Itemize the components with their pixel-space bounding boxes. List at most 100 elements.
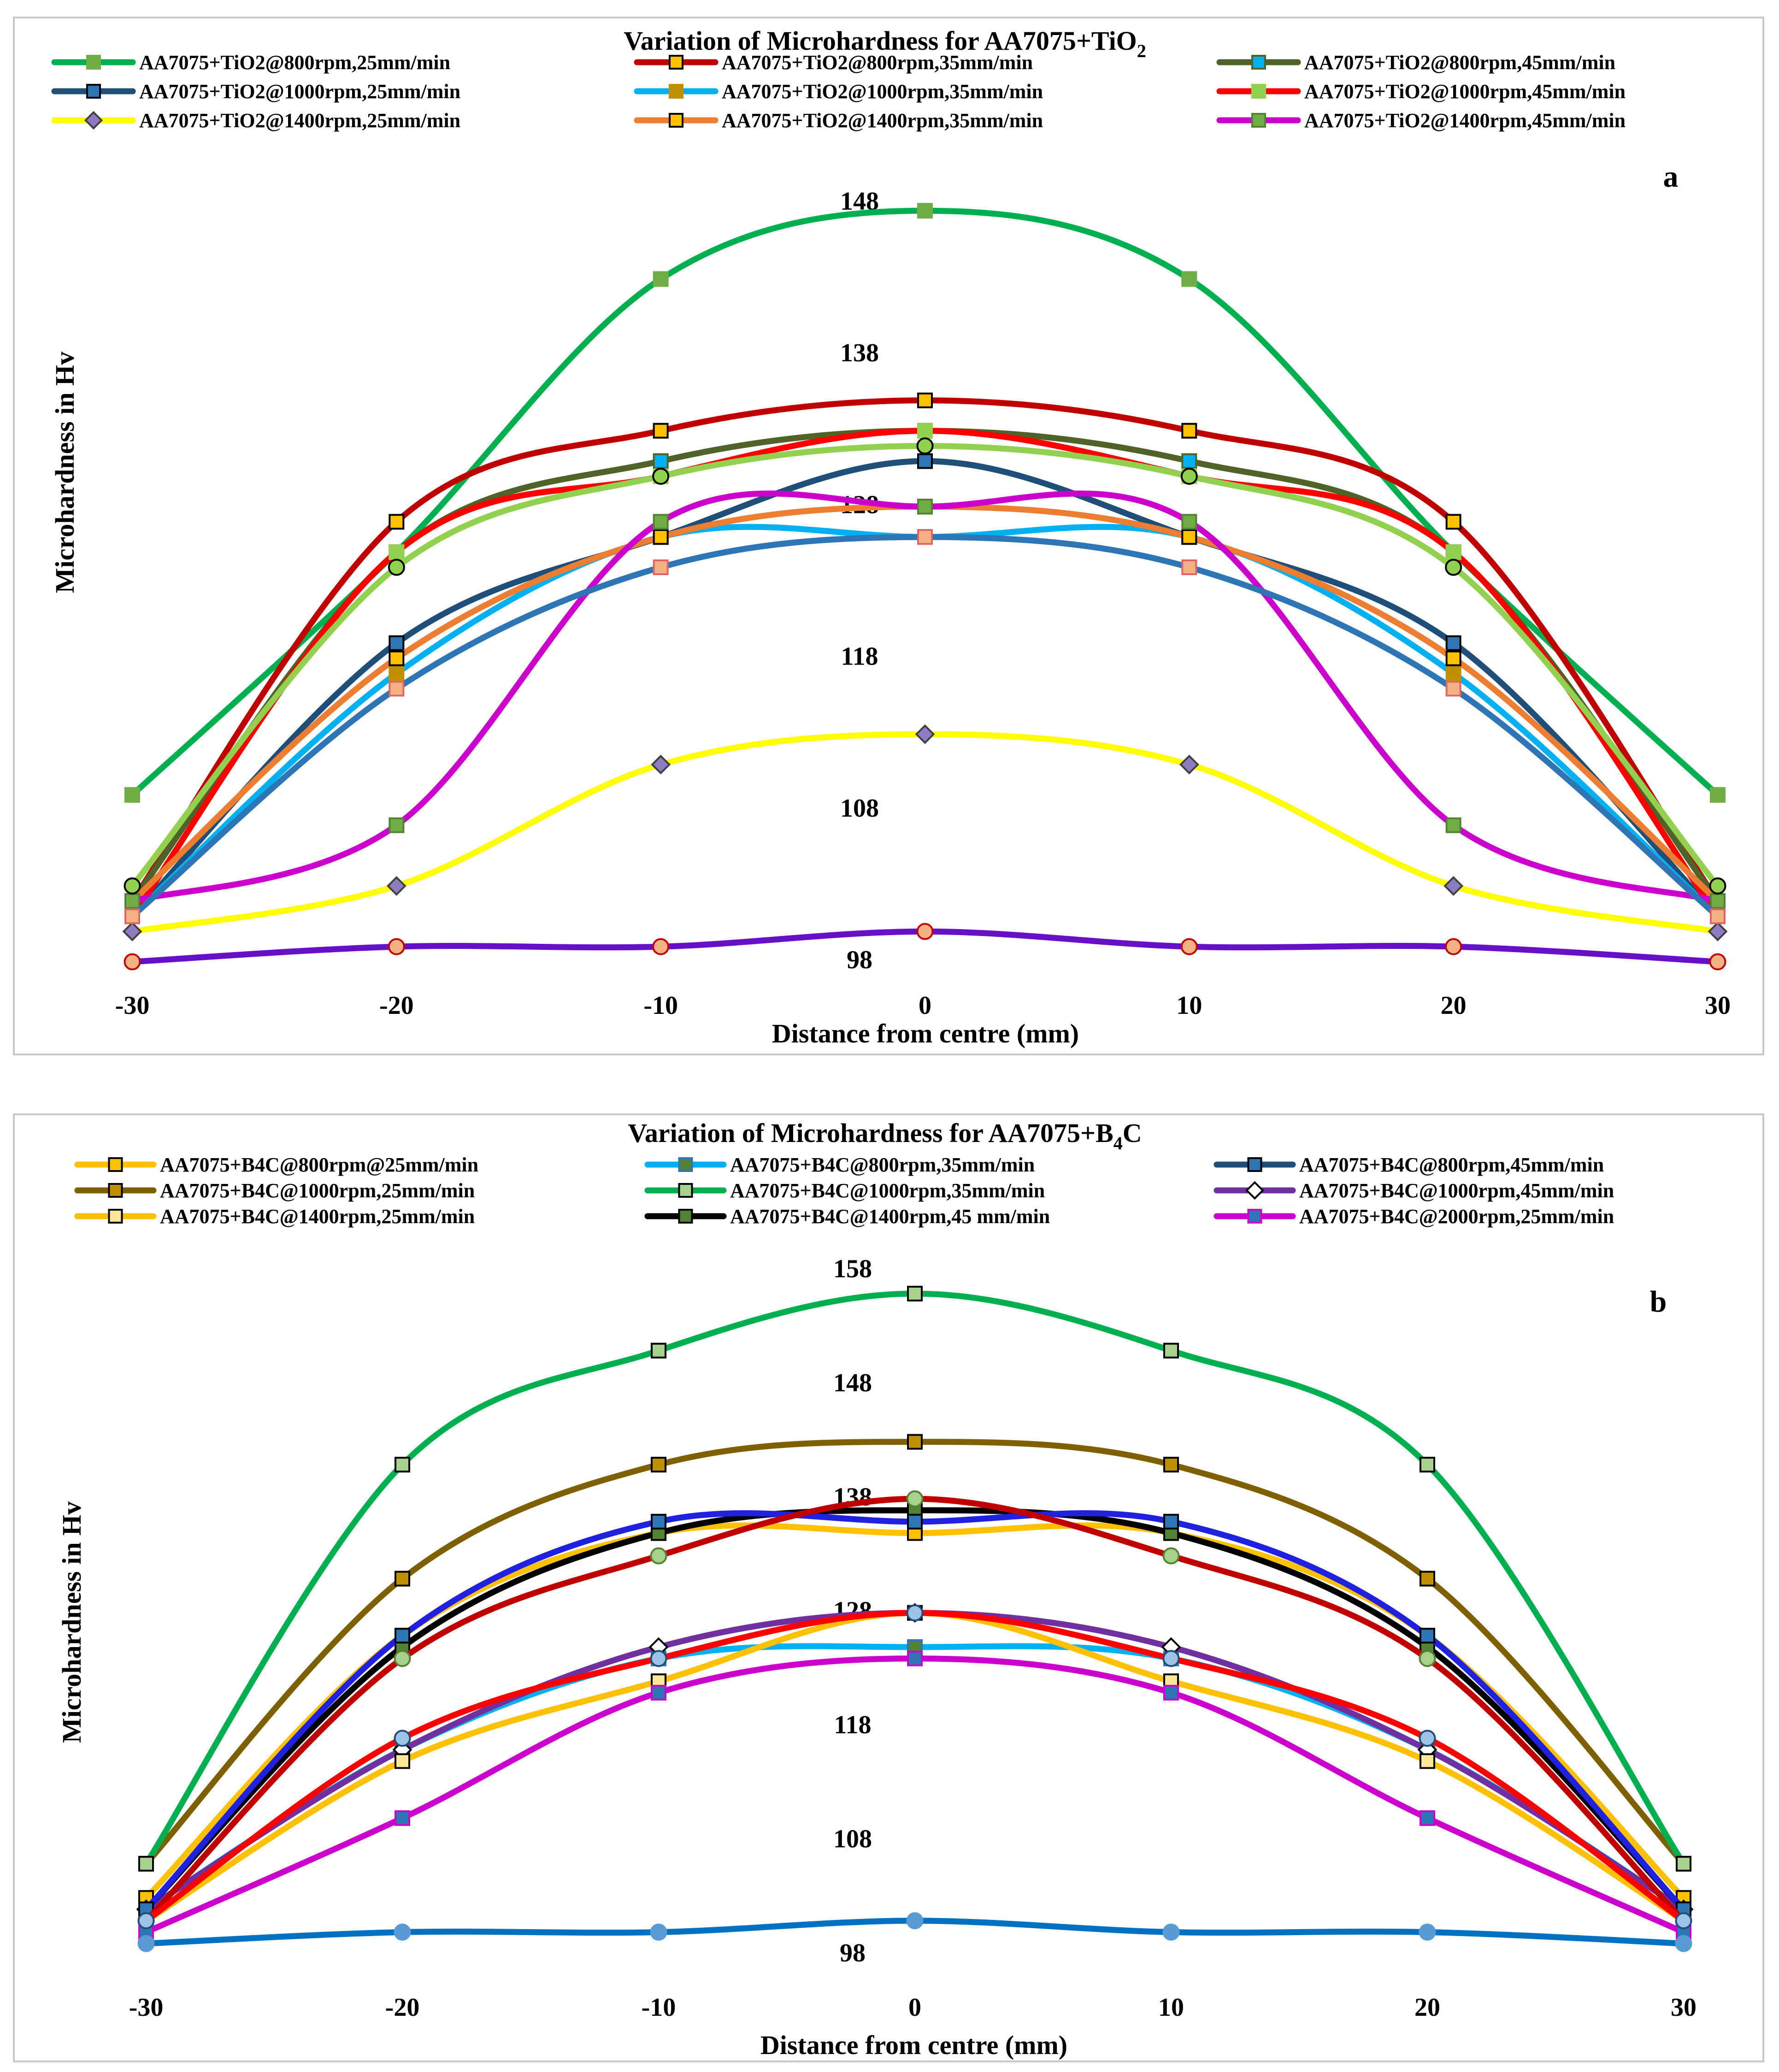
data-point	[1181, 559, 1197, 575]
data-point	[124, 893, 140, 909]
panel-a: Variation of Microhardness for AA7075+Ti…	[13, 17, 1764, 1055]
panel-b-letter: b	[1650, 1285, 1667, 1319]
legend-entry: AA7075+B4C@1000rpm,25mm/min	[74, 1179, 475, 1202]
data-point	[917, 203, 933, 219]
legend-entry: AA7075+TiO2@1000rpm,35mm/min	[634, 80, 1043, 103]
legend-marker	[678, 1209, 693, 1224]
panel-a-y-axis-label: Microhardness in Hv	[50, 352, 80, 593]
data-point	[395, 1628, 410, 1644]
data-point	[138, 1856, 154, 1872]
data-point	[389, 681, 405, 697]
data-point	[389, 514, 405, 530]
data-point	[652, 467, 670, 485]
legend-entry: AA7075+TiO2@1000rpm,45mm/min	[1216, 80, 1626, 103]
data-point	[137, 1912, 155, 1930]
x-tick-label: 20	[1441, 991, 1467, 1020]
legend-entry: AA7075+B4C@800rpm,45mm/min	[1213, 1154, 1604, 1176]
y-tick-label: 98	[847, 946, 872, 974]
data-point	[651, 1684, 666, 1701]
data-point	[917, 423, 933, 439]
data-point	[650, 1547, 667, 1565]
series-a-6	[122, 724, 1728, 942]
legend-marker	[678, 1183, 693, 1198]
panel-b: Variation of Microhardness for AA7075+B4…	[13, 1113, 1764, 2062]
data-point	[389, 817, 405, 833]
data-point	[651, 1342, 666, 1359]
data-point	[1445, 635, 1461, 651]
legend-marker	[1251, 55, 1266, 70]
data-point	[1162, 1924, 1180, 1941]
series-a-8	[124, 490, 1726, 909]
legend-marker	[1245, 1181, 1264, 1200]
panel-a-x-axis-label: Distance from centre (mm)	[772, 1018, 1079, 1048]
legend-label: AA7075+TiO2@800rpm,25mm/min	[139, 51, 450, 74]
data-point	[1710, 787, 1726, 803]
legend-marker	[669, 55, 683, 70]
data-point	[122, 921, 142, 942]
data-point	[1710, 908, 1726, 924]
data-point	[394, 1924, 411, 1941]
panel-b-legend: AA7075+B4C@800rpm@25mm/min AA7075+B4C@800…	[74, 1154, 1614, 1228]
data-point	[1181, 529, 1197, 545]
data-point	[653, 271, 669, 287]
y-tick-label: 98	[840, 1939, 866, 1967]
data-point	[1162, 1650, 1180, 1667]
data-point	[1163, 1513, 1179, 1530]
series-b-3	[138, 1434, 1691, 1872]
data-point	[652, 938, 670, 955]
legend-marker	[1247, 1157, 1262, 1172]
y-tick-label: 148	[833, 1369, 872, 1397]
data-point	[916, 437, 934, 455]
data-point	[1419, 1650, 1436, 1667]
data-point	[395, 1571, 410, 1587]
data-point	[653, 453, 669, 469]
data-point	[1180, 938, 1198, 955]
data-point	[906, 1912, 924, 1930]
data-point	[124, 908, 140, 924]
data-point	[1675, 1912, 1692, 1930]
legend-marker	[669, 113, 683, 128]
legend-label: AA7075+B4C@800rpm,45mm/min	[1299, 1154, 1604, 1176]
data-point	[1419, 1924, 1436, 1941]
panel-a-series	[122, 203, 1728, 971]
legend-entry: AA7075+TiO2@1000rpm,25mm/min	[51, 80, 460, 103]
data-point	[389, 635, 405, 651]
series-b-12	[137, 1912, 1692, 1952]
y-tick-label: 158	[833, 1254, 872, 1283]
data-point	[651, 1513, 666, 1530]
legend-label: AA7075+TiO2@1000rpm,45mm/min	[1304, 80, 1626, 103]
x-tick-label: 20	[1414, 1993, 1440, 2022]
legend-entry: AA7075+TiO2@1400rpm,25mm/min	[51, 109, 460, 132]
legend-marker	[84, 111, 103, 130]
data-point	[1445, 514, 1461, 530]
legend-entry: AA7075+B4C@1400rpm,45 mm/min	[644, 1205, 1050, 1228]
data-point	[1163, 1342, 1179, 1359]
legend-marker	[86, 55, 101, 70]
legend-entry: AA7075+TiO2@1400rpm,45mm/min	[1216, 109, 1626, 132]
legend-marker	[108, 1183, 123, 1198]
data-point	[1420, 1810, 1435, 1826]
x-tick-label: -30	[115, 991, 150, 1020]
data-point	[906, 1490, 924, 1507]
x-tick-label: 0	[908, 1993, 921, 2022]
series-b-4	[138, 1285, 1691, 1872]
data-point	[1162, 1547, 1180, 1565]
legend-marker	[1247, 1209, 1262, 1224]
data-point	[917, 499, 933, 515]
data-point	[1179, 754, 1199, 775]
x-tick-label: 10	[1176, 991, 1202, 1020]
legend-marker	[669, 84, 683, 99]
data-point	[1445, 544, 1461, 560]
legend-entry: AA7075+B4C@1000rpm,45mm/min	[1213, 1179, 1614, 1202]
data-point	[1709, 877, 1726, 895]
legend-label: AA7075+TiO2@1400rpm,35mm/min	[722, 109, 1043, 132]
data-point	[388, 938, 405, 955]
data-point	[1676, 1856, 1691, 1872]
x-tick-label: -10	[643, 991, 678, 1020]
legend-label: AA7075+TiO2@1400rpm,25mm/min	[139, 109, 460, 132]
panel-a-letter: a	[1663, 160, 1679, 194]
data-point	[389, 665, 405, 682]
x-tick-label: -10	[642, 1993, 676, 2022]
